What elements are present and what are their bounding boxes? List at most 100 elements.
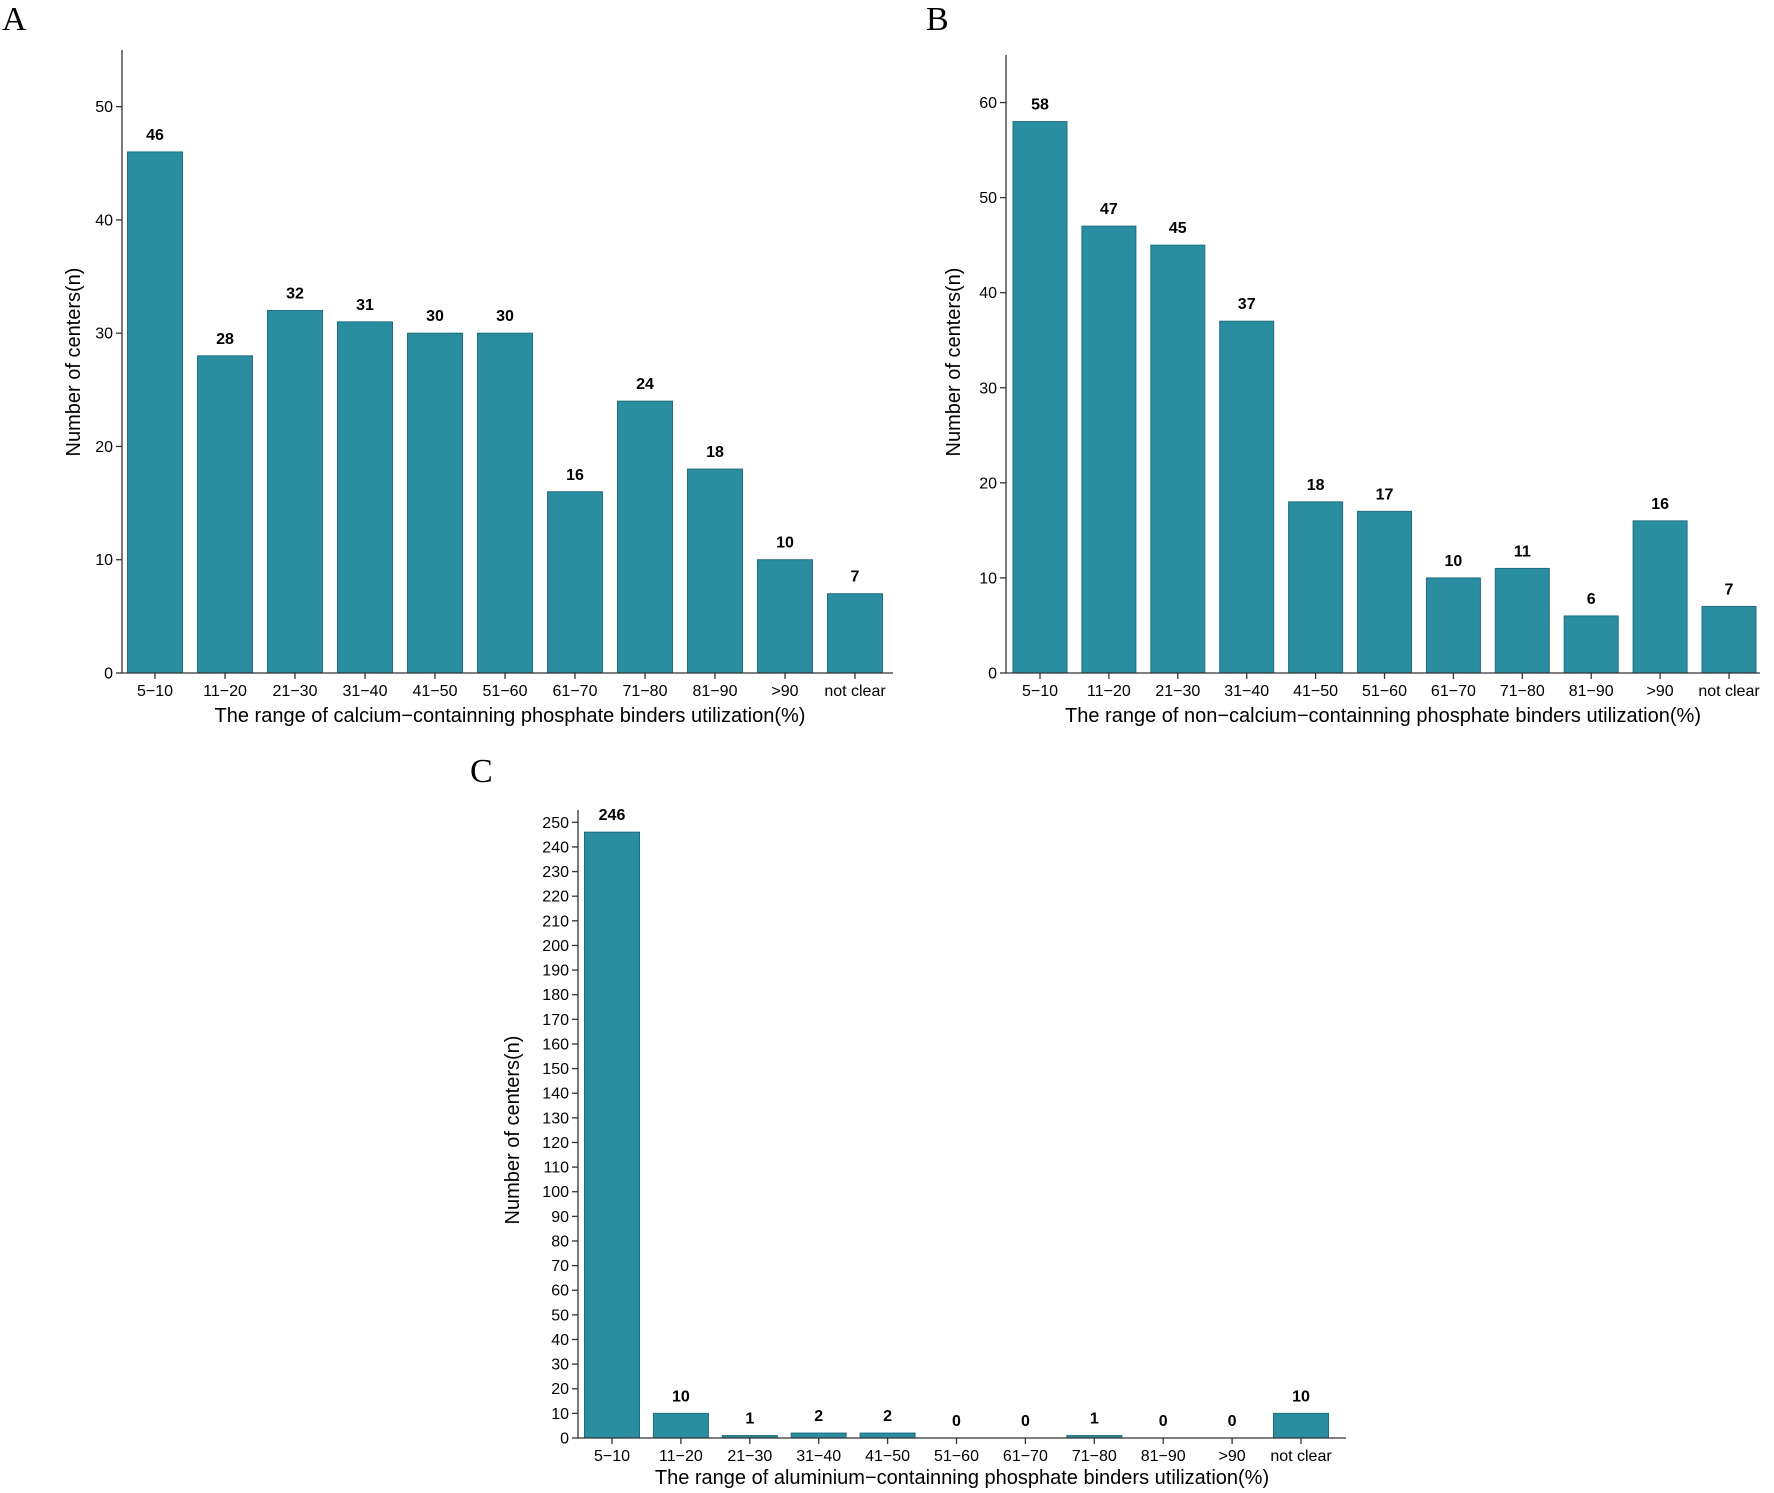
panel-c-data-label-5: 0: [952, 1413, 961, 1430]
panel-a-x-tick-label-8: 81−90: [693, 683, 738, 700]
panel-a-y-tick-label-2: 20: [95, 439, 113, 456]
panel-b-bar-2: [1150, 244, 1206, 674]
panel-c-axes: [577, 810, 1346, 1439]
panel-c-y-tick-label-6: 60: [551, 1283, 569, 1300]
panel-b-x-tick-label-4: 41−50: [1293, 683, 1338, 700]
panel-a-x-axis-ticks: 5−10 11−20 21−30 31−40 41−50 51−60 61−70 71−80 8…: [137, 673, 886, 700]
panel-c-x-tick-label-5: 51−60: [934, 1448, 979, 1465]
panel-c-x-tick-label-6: 61−70: [1003, 1448, 1048, 1465]
panel-c-x-tick-label-7: 71−80: [1072, 1448, 1117, 1465]
panel-a-x-tick-label-1: 11−20: [203, 683, 247, 700]
panel-c-y-tick-label-15: 150: [542, 1061, 569, 1078]
panel-b-x-tick-label-0: 5−10: [1022, 683, 1058, 700]
panel-c-data-label-2: 1: [745, 1411, 754, 1428]
panel-c-y-tick-label-14: 140: [542, 1086, 569, 1103]
panel-b-x-tick-label-8: 81−90: [1569, 683, 1614, 700]
panel-a-y-axis-title: Number of centers(n): [63, 268, 85, 457]
panel-a-bar-10: [827, 593, 883, 674]
panel-c-x-axis-ticks: 5−10 11−20 21−30 31−40 41−50 51−60 61−70 71−80 8…: [594, 1438, 1332, 1465]
panel-a-y-tick-label-4: 40: [95, 212, 113, 229]
panel-c-y-axis-ticks: 0 10 20 30 40 50 60 70 80 90 100 110 120 130 140 150 160…: [542, 815, 578, 1448]
panel-c-y-tick-label-0: 0: [560, 1431, 569, 1448]
panel-b-bars: [1012, 121, 1757, 674]
panel-c-y-tick-label-5: 50: [551, 1307, 569, 1324]
panel-b-data-label-7: 11: [1514, 543, 1531, 560]
panel-c-x-tick-label-3: 31−40: [796, 1448, 841, 1465]
panel-b-bar-5: [1357, 510, 1412, 674]
panel-c-data-label-0: 246: [599, 807, 626, 824]
panel-a-bar-2: [267, 310, 323, 674]
panel-b-bar-3: [1219, 320, 1275, 674]
panel-b-data-label-3: 37: [1238, 296, 1256, 313]
panel-a-bar-1: [197, 355, 253, 674]
panel-a-data-label-1: 28: [216, 331, 234, 348]
panel-c-y-tick-label-23: 230: [542, 864, 569, 881]
panel-b-x-tick-label-10: not clear: [1698, 683, 1760, 700]
panel-b-data-labels: 58 47 45 37 18 17 10 11 6 16 7: [1031, 97, 1733, 608]
panel-b-y-tick-label-0: 0: [988, 666, 997, 683]
panel-b-data-label-5: 17: [1376, 486, 1394, 503]
panel-c-x-tick-label-2: 21−30: [727, 1448, 772, 1465]
panel-a: A 46 28 32 31 30 30 16 24 18 10 7 0 10 20 30 40 50 5−10…: [2, 1, 893, 727]
panel-a-data-label-5: 30: [496, 308, 514, 325]
panel-a-bar-7: [617, 400, 673, 674]
panel-a-bar-6: [547, 491, 603, 674]
panel-b-bar-1: [1081, 225, 1137, 674]
panel-a-x-axis-title: The range of calcium−containning phospha…: [215, 705, 806, 727]
panel-b-bar-7: [1494, 567, 1550, 674]
panel-c-bar-4: [859, 1432, 916, 1439]
panel-a-data-label-0: 46: [146, 127, 164, 144]
panel-a-x-tick-label-5: 51−60: [483, 683, 528, 700]
panel-b-x-tick-label-2: 21−30: [1155, 683, 1200, 700]
panel-c-y-tick-label-3: 30: [551, 1357, 569, 1374]
panel-c-y-tick-label-10: 100: [542, 1184, 569, 1201]
panel-b: B 58 47 45 37 18 17 10 11 6 16 7 0 10 20 30 40 50 60 5−1…: [926, 1, 1760, 727]
panel-c-data-label-7: 1: [1090, 1411, 1099, 1428]
panel-a-data-label-10: 7: [851, 569, 860, 586]
panel-b-y-tick-label-6: 60: [979, 95, 997, 112]
panel-c-data-label-8: 0: [1159, 1413, 1168, 1430]
panel-a-data-label-8: 18: [706, 444, 724, 461]
panel-b-y-axis-ticks: 0 10 20 30 40 50 60: [979, 95, 1006, 683]
panel-c-data-label-1: 10: [672, 1388, 690, 1405]
panel-a-y-tick-label-3: 30: [95, 326, 113, 343]
panel-a-axes: [121, 50, 893, 674]
panel-letter-a: A: [2, 1, 27, 38]
panel-b-data-label-2: 45: [1169, 220, 1187, 237]
panel-a-data-label-7: 24: [636, 376, 654, 393]
panel-a-y-tick-label-5: 50: [95, 99, 113, 116]
panel-b-x-axis-title: The range of non−calcium−containning pho…: [1065, 705, 1701, 727]
panel-c-y-tick-label-19: 190: [542, 963, 569, 980]
panel-c-y-tick-label-24: 240: [542, 839, 569, 856]
panel-c-y-tick-label-7: 70: [551, 1258, 569, 1275]
panel-b-x-tick-label-5: 51−60: [1362, 683, 1407, 700]
panel-c-x-tick-label-8: 81−90: [1141, 1448, 1186, 1465]
panel-a-data-label-9: 10: [776, 535, 794, 552]
panel-b-data-label-8: 6: [1587, 591, 1596, 608]
panel-b-x-tick-label-1: 11−20: [1087, 683, 1131, 700]
panel-b-bar-10: [1701, 605, 1757, 674]
panel-b-y-tick-label-4: 40: [979, 285, 997, 302]
panel-b-bar-9: [1632, 520, 1688, 674]
panel-a-bar-5: [477, 332, 533, 674]
panel-c-x-tick-label-1: 11−20: [659, 1448, 703, 1465]
panel-a-bar-4: [407, 332, 463, 674]
panel-b-y-tick-label-5: 50: [979, 190, 997, 207]
panel-a-x-tick-label-0: 5−10: [137, 683, 173, 700]
panel-a-y-tick-label-0: 0: [104, 666, 113, 683]
panel-a-x-tick-label-2: 21−30: [273, 683, 318, 700]
panel-c-x-tick-label-10: not clear: [1270, 1448, 1332, 1465]
panel-c-y-tick-label-18: 180: [542, 987, 569, 1004]
panel-b-x-tick-label-7: 71−80: [1500, 683, 1545, 700]
panel-a-x-tick-label-4: 41−50: [413, 683, 458, 700]
panel-c-data-label-4: 2: [883, 1408, 892, 1425]
panel-c-y-tick-label-25: 250: [542, 815, 569, 832]
panel-a-data-label-2: 32: [286, 286, 304, 303]
panel-a-bar-3: [337, 321, 393, 674]
panel-c-y-tick-label-21: 210: [542, 913, 569, 930]
panel-c-y-tick-label-17: 170: [542, 1012, 569, 1029]
panel-a-data-label-6: 16: [566, 467, 584, 484]
panel-b-x-tick-label-6: 61−70: [1431, 683, 1476, 700]
